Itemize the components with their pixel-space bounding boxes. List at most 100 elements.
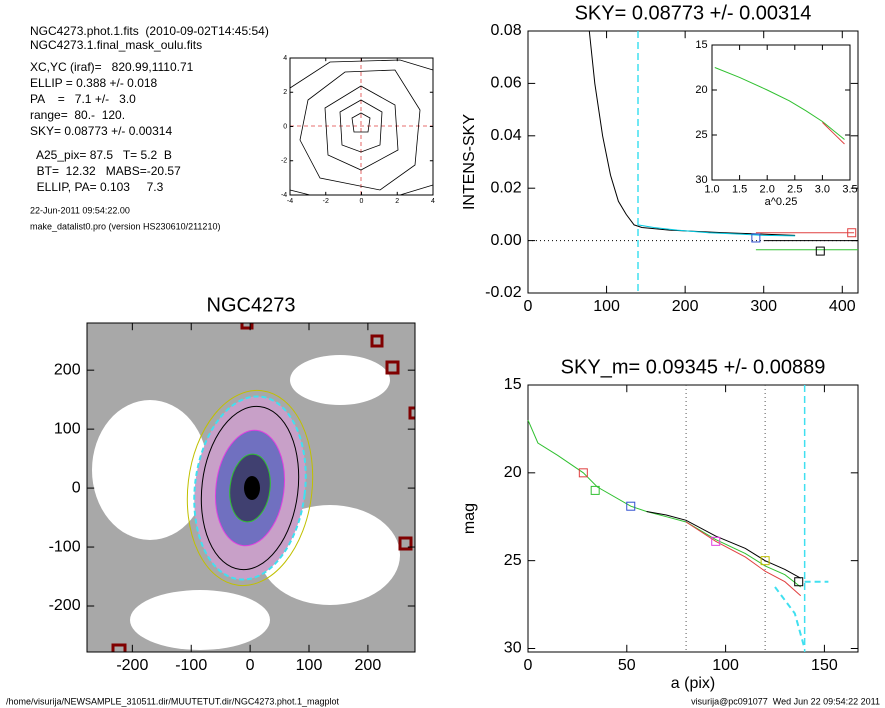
nucleus — [244, 476, 260, 500]
contour — [289, 59, 434, 196]
plot-frame — [527, 30, 859, 294]
x-tick-label: 50 — [618, 657, 636, 674]
y-tick-label: 30 — [695, 174, 707, 186]
x-axis-label: a^0.25 — [765, 196, 798, 208]
star-box — [398, 536, 413, 551]
x-tick-label: 150 — [811, 657, 838, 674]
x-tick-label: 300 — [750, 298, 777, 315]
y-tick-label: 25 — [504, 552, 522, 569]
x-tick-label: 0 — [524, 298, 533, 315]
x-tick-label: 400 — [829, 298, 856, 315]
series-line — [822, 122, 845, 145]
x-tick-label: 200 — [672, 298, 699, 315]
footer-path: /home/visurija/NEWSAMPLE_310511.dir/MUUT… — [6, 696, 339, 706]
y-tick-label: 0 — [72, 479, 81, 496]
marker — [847, 228, 857, 238]
y-tick-label: 0 — [283, 123, 287, 130]
y-tick-label: 0.08 — [490, 22, 521, 39]
x-tick-label: -100 — [175, 657, 207, 674]
x-tick-label: 0 — [360, 198, 364, 205]
y-tick-label: 200 — [54, 361, 81, 378]
x-tick-label: -4 — [287, 198, 293, 205]
contour — [324, 85, 399, 171]
y-tick-label: 4 — [283, 55, 287, 62]
marker — [751, 233, 761, 243]
marker — [626, 501, 636, 511]
marker — [578, 468, 588, 478]
star-box — [385, 360, 400, 375]
series-line — [646, 511, 801, 579]
info-line: NGC4273.1.final_mask_oulu.fits — [30, 38, 202, 52]
y-tick-label: -4 — [281, 192, 287, 199]
isophote — [186, 389, 314, 587]
y-axis-label: INTENS-SKY — [461, 114, 478, 210]
series-line — [527, 419, 802, 588]
y-tick-label: -2 — [281, 158, 287, 165]
marker — [815, 246, 825, 256]
y-tick-label: -0.02 — [485, 284, 522, 301]
info-line: ELLIP, PA= 0.103 7.3 — [30, 180, 164, 194]
y-tick-label: 0.02 — [490, 179, 521, 196]
mask-blob — [290, 355, 390, 405]
y-tick-label: 2 — [283, 89, 287, 96]
y-tick-label: 0.00 — [490, 232, 521, 249]
info-line: XC,YC (iraf)= 820.99,1110.71 — [30, 60, 194, 74]
info-line: NGC4273.phot.1.fits (2010-09-02T14:45:54… — [30, 24, 269, 38]
masked-stars — [111, 323, 415, 652]
x-tick-label: 0 — [246, 657, 255, 674]
star-box — [111, 643, 127, 652]
series-line — [685, 521, 802, 597]
x-tick-label: 2 — [395, 198, 399, 205]
y-tick-label: -100 — [49, 538, 81, 555]
y-tick-label: 20 — [504, 464, 522, 481]
star-box — [370, 334, 384, 348]
y-tick-label: 0.04 — [490, 127, 521, 144]
y-tick-label: 20 — [695, 84, 707, 96]
mask-blob — [130, 590, 270, 650]
y-tick-label: 25 — [695, 129, 707, 141]
date: 22-Jun-2011 09:54:22.00 — [30, 205, 130, 215]
x-tick-label: 2.0 — [760, 183, 775, 195]
contour — [339, 99, 383, 153]
info-line: ELLIP = 0.388 +/- 0.018 — [30, 76, 158, 90]
contours — [289, 58, 434, 196]
y-tick-label: 15 — [504, 376, 522, 393]
contour — [351, 112, 371, 133]
chart-title: SKY= 0.08773 +/- 0.00314 — [575, 2, 812, 24]
x-tick-label: 100 — [593, 298, 620, 315]
marker — [760, 556, 770, 566]
galaxy-image — [87, 323, 415, 652]
x-tick-label: 100 — [296, 657, 323, 674]
x-tick-label: 4 — [431, 198, 435, 205]
plot-frame — [86, 322, 416, 653]
x-tick-label: 1.0 — [704, 183, 719, 195]
marker — [590, 485, 600, 495]
marker — [711, 536, 721, 546]
info-line: BT= 12.32 MABS=-20.57 — [30, 164, 181, 178]
chart-title: SKY_m= 0.09345 +/- 0.00889 — [561, 356, 826, 378]
x-tick-label: 3.0 — [815, 183, 830, 195]
chart-title: NGC4273 — [207, 294, 296, 316]
series-line — [637, 224, 796, 237]
series-line — [714, 67, 845, 140]
x-tick-label: -200 — [116, 657, 148, 674]
x-tick-label: 2.5 — [787, 183, 802, 195]
x-axis-label: a (pix) — [671, 675, 715, 692]
y-tick-label: 100 — [54, 420, 81, 437]
plot-frame — [527, 384, 859, 653]
x-tick-label: 3.5 — [842, 183, 857, 195]
plot-frame — [711, 44, 851, 181]
y-tick-label: -200 — [49, 597, 81, 614]
x-tick-label: 1.5 — [732, 183, 747, 195]
footer-stamp: visurija@pc091077 Wed Jun 22 09:54:22 20… — [691, 696, 880, 706]
x-tick-label: 200 — [355, 657, 382, 674]
x-tick-label: -2 — [323, 198, 329, 205]
isophote — [200, 405, 300, 571]
star-box — [408, 406, 415, 420]
plot-frame — [289, 57, 434, 196]
info-line: A25_pix= 87.5 T= 5.2 B — [30, 148, 172, 162]
contour — [299, 69, 421, 191]
series-line — [774, 586, 806, 649]
marker — [794, 577, 804, 587]
